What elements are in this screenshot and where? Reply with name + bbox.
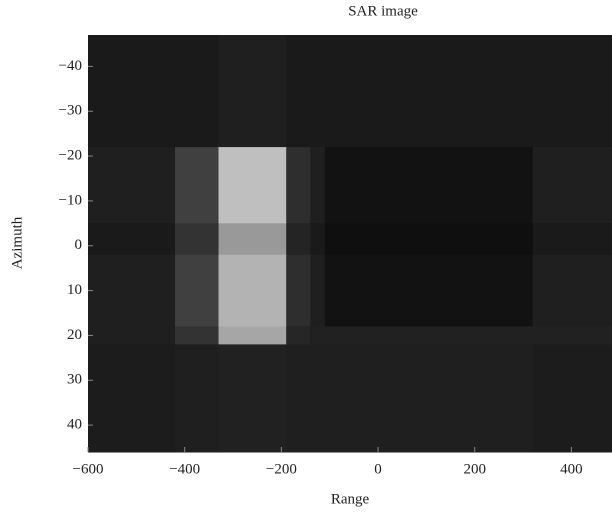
image-cell: [88, 35, 176, 148]
image-cell: [310, 147, 326, 224]
image-cell: [88, 326, 176, 345]
image-cell: [324, 326, 534, 345]
image-cell: [175, 223, 220, 256]
image-cell: [88, 223, 176, 256]
x-tick-label: 200: [463, 461, 486, 477]
image-cell: [175, 254, 220, 327]
image-cell: [88, 344, 176, 453]
image-cell: [175, 344, 220, 453]
image-cell: [218, 326, 287, 345]
image-cell: [286, 35, 311, 148]
y-tick-label: 10: [67, 282, 82, 298]
image-cell: [324, 35, 534, 148]
image-cell: [218, 344, 287, 453]
image-cell: [532, 254, 612, 327]
image-cell: [532, 223, 612, 256]
x-tick-label: −200: [266, 461, 297, 477]
image-cell: [88, 147, 176, 224]
image-cell: [310, 35, 326, 148]
image-cell: [286, 344, 311, 453]
chart-title: SAR image: [348, 3, 418, 19]
image-cell: [310, 223, 326, 256]
image-cell: [286, 223, 311, 256]
image-cell: [310, 344, 326, 453]
image-cell: [218, 254, 287, 327]
y-tick-label: 30: [67, 372, 82, 388]
image-cell: [532, 147, 612, 224]
y-tick-label: 20: [67, 327, 82, 343]
image-cell: [175, 35, 220, 148]
image-cell: [175, 147, 220, 224]
y-tick-label: −30: [59, 103, 82, 119]
image-cell: [88, 254, 176, 327]
x-tick-label: −400: [169, 461, 200, 477]
x-tick-label: 400: [560, 461, 583, 477]
image: [88, 35, 612, 453]
x-tick-label: −600: [73, 461, 104, 477]
y-tick-label: 0: [75, 237, 83, 253]
x-axis-label: Range: [331, 491, 370, 507]
y-tick-label: −20: [59, 148, 82, 164]
image-cell: [218, 223, 287, 256]
image-cell: [532, 326, 612, 345]
image-cell: [175, 326, 220, 345]
image-cell: [218, 147, 287, 224]
image-cell: [324, 223, 534, 256]
image-cell: [286, 326, 311, 345]
image-cell: [532, 35, 612, 148]
image-cell: [324, 254, 534, 327]
image-cell: [218, 35, 287, 148]
y-axis-label: Azimuth: [9, 216, 25, 269]
image-cell: [310, 326, 326, 345]
image-cell: [310, 254, 326, 327]
x-tick-label: 0: [374, 461, 382, 477]
image-cell: [324, 344, 534, 453]
y-tick-label: −10: [59, 192, 82, 208]
y-tick-label: −40: [59, 58, 82, 74]
y-tick-label: 40: [67, 417, 82, 433]
image-cell: [286, 147, 311, 224]
image-cell: [286, 254, 311, 327]
image-cell: [324, 147, 534, 224]
image-cell: [532, 344, 612, 453]
